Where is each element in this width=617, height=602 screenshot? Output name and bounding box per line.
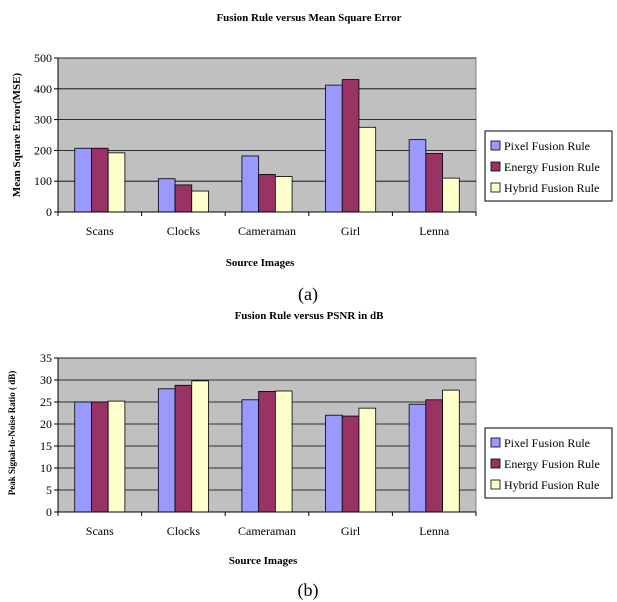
caption: (b) [298, 580, 319, 601]
chart-psnr: Fusion Rule versus PSNR in dB 0 5 10 15 20 25… [7, 310, 613, 601]
legend-box [484, 130, 613, 202]
bar-hybrid-fusion-rule-girl [358, 407, 377, 513]
y-tick-label: 0 [46, 205, 52, 219]
x-categories: Scans Clocks Cameraman Girl Lenna [57, 512, 477, 538]
y-tick-label: 25 [40, 395, 52, 409]
chart-title: Fusion Rule versus Mean Square Error [216, 12, 401, 24]
bar-pixel-fusion-rule-girl [325, 414, 343, 513]
bar-pixel-fusion-rule-lenna [408, 139, 427, 213]
x-tick-label: Cameraman [238, 224, 296, 238]
bars [74, 380, 460, 513]
legend-swatch [490, 479, 501, 490]
bar-energy-fusion-rule-girl [341, 79, 360, 213]
y-tick-label: 10 [40, 461, 52, 475]
chart-mse: Fusion Rule versus Mean Square Error 0 10… [11, 12, 613, 305]
bar-pixel-fusion-rule-girl [325, 84, 343, 213]
y-axis-label: Mean Square Error(MSE) [11, 73, 23, 198]
bar-pixel-fusion-rule-cameraman [241, 155, 260, 213]
bar-pixel-fusion-rule-scans [74, 401, 92, 513]
y-axis-label: Peak Signal-to-Noise Ratio ( dB) [7, 371, 17, 496]
legend: Pixel Fusion Rule Energy Fusion Rule Hybri… [484, 427, 613, 499]
x-tick-label: Scans [86, 224, 114, 238]
bar-energy-fusion-rule-clocks [174, 384, 193, 513]
x-tick-label: Girl [341, 524, 361, 538]
legend: Pixel Fusion Rule Energy Fusion Rule Hybri… [484, 130, 613, 202]
bar-hybrid-fusion-rule-girl [358, 126, 377, 213]
y-tick-label: 0 [46, 505, 52, 519]
y-tick-label: 5 [46, 483, 52, 497]
bar-hybrid-fusion-rule-clocks [191, 380, 209, 513]
y-tick-label: 300 [34, 113, 52, 127]
x-tick-label: Lenna [419, 524, 450, 538]
x-categories: Scans Clocks Cameraman Girl Lenna [57, 212, 477, 238]
bar-pixel-fusion-rule-clocks [157, 178, 176, 213]
x-tick-label: Scans [86, 524, 114, 538]
legend-label: Pixel Fusion Rule [504, 436, 590, 450]
x-tick-label: Girl [341, 224, 361, 238]
x-axis-label: Source Images [226, 257, 295, 269]
y-tick-label: 400 [34, 82, 52, 96]
bar-pixel-fusion-rule-scans [74, 147, 92, 213]
bar-energy-fusion-rule-lenna [425, 153, 443, 213]
y-tick-label: 15 [40, 439, 52, 453]
bar-pixel-fusion-rule-cameraman [241, 399, 260, 513]
legend-box [484, 427, 613, 499]
bar-energy-fusion-rule-girl [341, 415, 360, 513]
x-tick-label: Lenna [419, 224, 450, 238]
bar-hybrid-fusion-rule-clocks [191, 190, 209, 213]
y-ticks: 0 100 200 300 400 500 [34, 51, 476, 219]
x-tick-label: Clocks [167, 524, 201, 538]
legend-swatch [490, 458, 501, 469]
legend-swatch [490, 161, 501, 172]
legend-label: Pixel Fusion Rule [504, 139, 590, 153]
y-ticks: 0 5 10 15 20 25 30 35 [40, 351, 476, 519]
bar-hybrid-fusion-rule-lenna [442, 389, 460, 513]
legend-swatch [490, 437, 501, 448]
bars [74, 79, 460, 213]
bar-hybrid-fusion-rule-cameraman [274, 176, 293, 213]
legend-swatch [490, 182, 501, 193]
bar-energy-fusion-rule-scans [91, 401, 109, 513]
bar-energy-fusion-rule-cameraman [258, 391, 276, 513]
bar-pixel-fusion-rule-clocks [157, 388, 176, 513]
y-tick-label: 30 [40, 373, 52, 387]
bar-hybrid-fusion-rule-lenna [442, 177, 460, 213]
legend-label: Hybrid Fusion Rule [504, 478, 599, 492]
bar-hybrid-fusion-rule-scans [107, 400, 126, 513]
bar-hybrid-fusion-rule-scans [107, 152, 126, 213]
chart-title: Fusion Rule versus PSNR in dB [235, 310, 385, 322]
y-tick-label: 100 [34, 174, 52, 188]
bar-energy-fusion-rule-clocks [174, 184, 193, 213]
y-tick-label: 35 [40, 351, 52, 365]
y-tick-label: 20 [40, 417, 52, 431]
y-tick-label: 200 [34, 143, 52, 157]
legend-swatch [490, 140, 501, 151]
x-tick-label: Cameraman [238, 524, 296, 538]
x-axis-label: Source Images [229, 555, 298, 567]
caption: (a) [298, 284, 318, 305]
legend-label: Energy Fusion Rule [504, 160, 600, 174]
bar-hybrid-fusion-rule-cameraman [274, 390, 293, 513]
bar-energy-fusion-rule-lenna [425, 399, 443, 513]
bar-energy-fusion-rule-scans [91, 147, 109, 213]
bar-pixel-fusion-rule-lenna [408, 403, 427, 513]
bar-energy-fusion-rule-cameraman [258, 174, 276, 213]
legend-label: Hybrid Fusion Rule [504, 181, 599, 195]
x-tick-label: Clocks [167, 224, 201, 238]
legend-label: Energy Fusion Rule [504, 457, 600, 471]
y-tick-label: 500 [34, 51, 52, 65]
